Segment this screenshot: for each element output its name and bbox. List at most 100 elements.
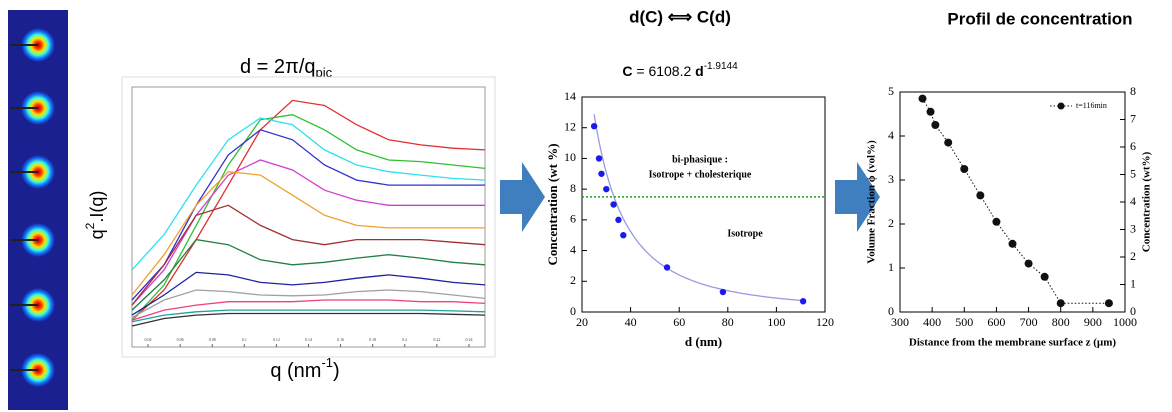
- y-tick-label: 8: [570, 181, 576, 195]
- x-tick-label: 0.24: [465, 337, 472, 342]
- fit-curve: [593, 114, 804, 302]
- y2-tick-label: 5: [1130, 166, 1136, 180]
- data-point: [1040, 272, 1049, 281]
- x-tick-label: 900: [1084, 315, 1102, 329]
- y2-axis-label: Concentration (wt%): [1141, 151, 1153, 252]
- y-tick-label: 2: [570, 273, 576, 287]
- y2-tick-label: 1: [1130, 276, 1136, 290]
- y-axis-label: Concentration (wt %): [545, 143, 560, 265]
- saxs-curve: [131, 204, 486, 306]
- x-tick-label: 400: [923, 315, 941, 329]
- data-point: [992, 217, 1001, 226]
- x-tick-label: 60: [673, 315, 685, 329]
- y-tick-label: 10: [564, 150, 576, 164]
- y2-tick-label: 0: [1130, 304, 1136, 318]
- x-tick-label: 0.04: [145, 337, 152, 342]
- saxs-curve: [131, 309, 486, 323]
- data-point: [918, 94, 927, 103]
- data-point: [603, 185, 610, 193]
- y2-tick-label: 3: [1130, 221, 1136, 235]
- y-tick-label: 12: [564, 119, 576, 133]
- y2-tick-label: 7: [1130, 111, 1136, 125]
- x-tick-label: 20: [576, 315, 588, 329]
- saxs-curve: [131, 99, 486, 321]
- data-point: [944, 138, 953, 147]
- x-tick-label: 700: [1020, 315, 1038, 329]
- x-tick-label: 80: [722, 315, 734, 329]
- data-point: [931, 121, 940, 129]
- y-tick-label: 3: [888, 172, 894, 186]
- annotation: Isotrope + cholesterique: [649, 169, 752, 180]
- data-point: [799, 298, 807, 305]
- x-tick-label: 0.18: [369, 337, 376, 342]
- x-axis-label: q (nm-1): [270, 355, 339, 382]
- x-tick-label: 100: [767, 315, 785, 329]
- plot-background: [121, 76, 496, 358]
- x-axis-label: d (nm): [685, 334, 722, 349]
- saxs-curve: [131, 289, 486, 319]
- y-tick-label: 0: [888, 304, 894, 318]
- saxs-curve: [131, 312, 486, 327]
- x-tick-label: 40: [625, 315, 637, 329]
- saxs-curve: [131, 114, 486, 321]
- y-tick-label: 6: [570, 212, 576, 226]
- y-tick-label: 4: [570, 242, 576, 256]
- data-point: [598, 170, 605, 177]
- y-tick-label: 2: [888, 216, 894, 230]
- x-tick-label: 0.16: [337, 337, 344, 342]
- x-tick-label: 300: [891, 315, 909, 329]
- annotation: bi-phasique :: [672, 154, 728, 165]
- data-point: [1024, 259, 1033, 268]
- data-point: [1104, 299, 1113, 308]
- x-tick-label: 500: [955, 315, 973, 329]
- y-tick-label: 4: [888, 128, 894, 142]
- detector-strip: [8, 10, 68, 410]
- y-tick-label: 1: [888, 260, 894, 274]
- legend-label: t=116min: [1076, 101, 1107, 110]
- y-axis-label: q2.I(q): [83, 191, 107, 240]
- saxs-curve: [131, 129, 485, 301]
- connector-line: [922, 98, 1109, 304]
- data-point: [615, 216, 622, 224]
- y-tick-label: 14: [564, 89, 576, 103]
- saxs-curve: [131, 238, 486, 311]
- data-point: [1008, 239, 1017, 248]
- x-tick-label: 600: [987, 315, 1005, 329]
- x-tick-label: 0.14: [305, 337, 312, 342]
- chart-title: d(C) ⟺ C(d): [629, 7, 731, 26]
- y-axis-label: Volume Fraction ϕ (vol%): [866, 140, 878, 264]
- y2-tick-label: 8: [1130, 84, 1136, 98]
- x-tick-label: 1000: [1113, 315, 1137, 329]
- data-point: [663, 264, 671, 271]
- chart-title: Profil de concentration: [947, 9, 1132, 28]
- x-tick-label: 0.06: [177, 337, 184, 342]
- data-point: [610, 201, 617, 208]
- saxs-curve: [131, 299, 486, 321]
- data-point: [719, 288, 727, 296]
- arrow-1: [500, 162, 545, 232]
- y-tick-label: 5: [888, 84, 894, 98]
- data-point: [976, 191, 985, 200]
- x-tick-label: 120: [816, 315, 834, 329]
- data-point: [590, 122, 598, 130]
- saxs-curve: [131, 271, 486, 316]
- legend-marker: [1057, 102, 1065, 110]
- data-point: [926, 107, 935, 116]
- y2-tick-label: 6: [1130, 139, 1136, 153]
- x-axis-label: Distance from the membrane surface z (µm…: [909, 337, 1116, 349]
- x-tick-label: 0.2: [402, 337, 407, 342]
- y2-tick-label: 2: [1130, 249, 1136, 263]
- arrow-2: [835, 162, 880, 232]
- x-tick-label: 0.22: [433, 337, 440, 342]
- plot-frame: [581, 96, 826, 313]
- data-point: [620, 232, 627, 239]
- saxs-curve: [131, 117, 486, 271]
- data-point: [1056, 299, 1065, 308]
- annotation: Isotrope: [727, 228, 763, 239]
- y2-tick-label: 4: [1130, 194, 1136, 208]
- saxs-curve: [131, 171, 485, 296]
- y-tick-label: 0: [570, 304, 576, 318]
- data-point: [595, 155, 603, 162]
- data-point: [960, 165, 969, 173]
